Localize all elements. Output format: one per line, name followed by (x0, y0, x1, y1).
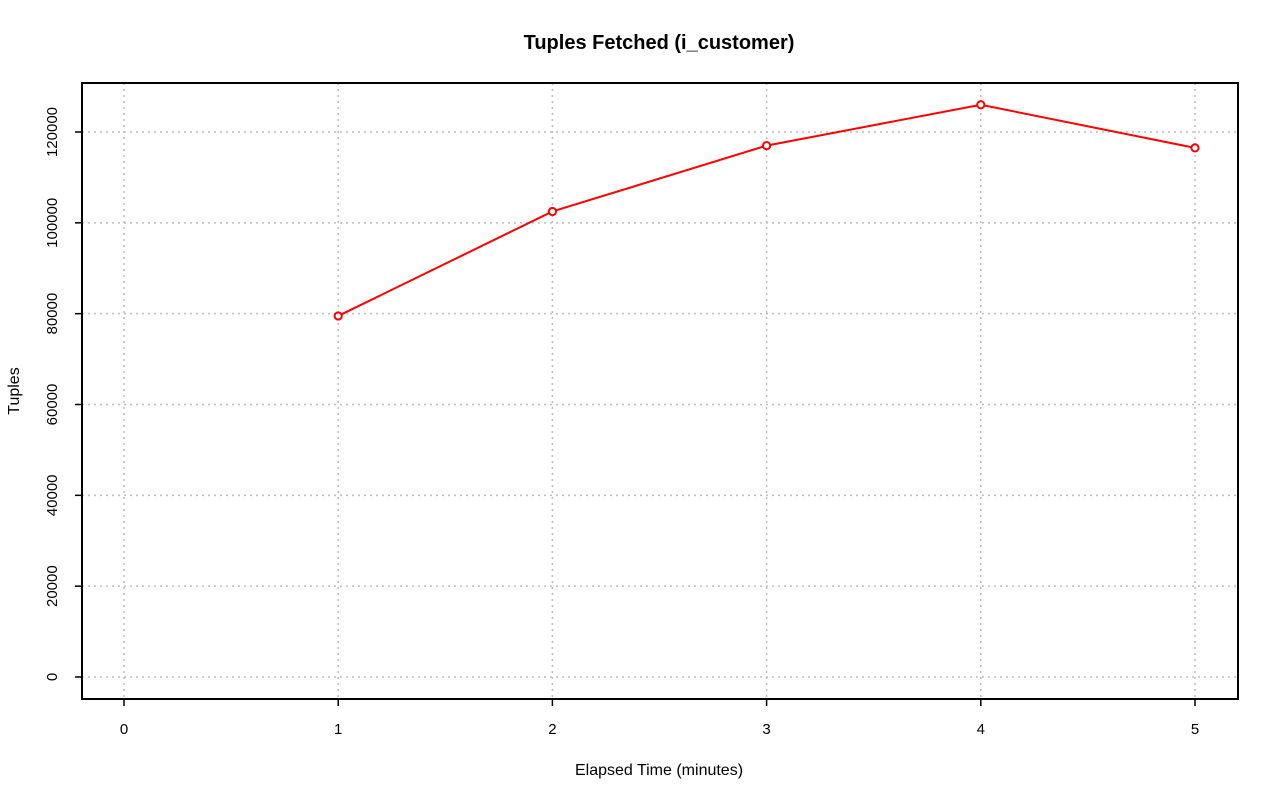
plot-frame (81, 82, 1239, 700)
data-series (333, 100, 1200, 321)
y-tick-label: 20000 (44, 565, 61, 607)
data-point (547, 206, 558, 217)
data-point (762, 141, 772, 151)
data-point (1190, 143, 1200, 153)
x-tick-label: 0 (120, 721, 128, 738)
y-tick-label: 80000 (44, 293, 61, 335)
y-tick-label: 120000 (44, 107, 61, 157)
y-tick-label: 0 (44, 673, 61, 681)
x-tick-label: 3 (762, 721, 770, 738)
y-tick-label: 40000 (44, 474, 61, 516)
data-point (976, 100, 986, 110)
y-axis-label: Tuples (6, 367, 23, 414)
chart-title: Tuples Fetched (i_customer) (524, 32, 795, 54)
x-tick-label: 4 (977, 721, 985, 738)
x-tick-label: 5 (1191, 721, 1199, 738)
x-tick-label: 1 (334, 721, 342, 738)
x-tick-label: 2 (548, 721, 556, 738)
x-axis: 0 1 2 3 4 5 (120, 699, 1199, 738)
y-axis: 0 20000 40000 60000 80000 100000 120000 (44, 107, 82, 681)
grid-lines (82, 83, 1238, 699)
x-axis-label: Elapsed Time (minutes) (575, 762, 743, 779)
y-tick-label: 60000 (44, 384, 61, 426)
y-tick-label: 100000 (44, 198, 61, 248)
data-point (333, 311, 343, 321)
